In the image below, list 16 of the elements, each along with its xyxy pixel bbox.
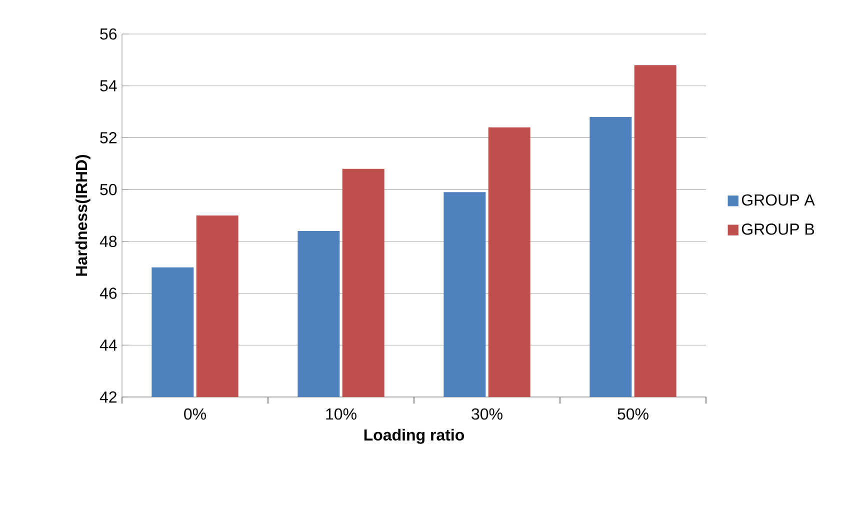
y-tick-label: 56 (100, 28, 117, 40)
y-tick-label: 54 (100, 80, 117, 92)
y-tick-label: 48 (100, 236, 117, 248)
y-tick-label: 46 (100, 288, 117, 299)
y-tick-label: 42 (100, 391, 116, 403)
legend-label: GROUP B (742, 223, 814, 235)
y-tick-label: 50 (100, 184, 117, 196)
x-tick-label: 0% (184, 408, 206, 420)
y-tick-label: 44 (100, 340, 117, 351)
x-axis-title: Loading ratio (364, 428, 464, 444)
y-axis-title: Hardness(IRHD) (75, 154, 90, 276)
x-tick-label: 10% (326, 408, 356, 420)
legend-label: GROUP A (742, 194, 815, 206)
x-tick-label: 50% (618, 408, 648, 420)
x-tick-label: 30% (472, 408, 502, 420)
y-tick-label: 52 (100, 132, 116, 144)
